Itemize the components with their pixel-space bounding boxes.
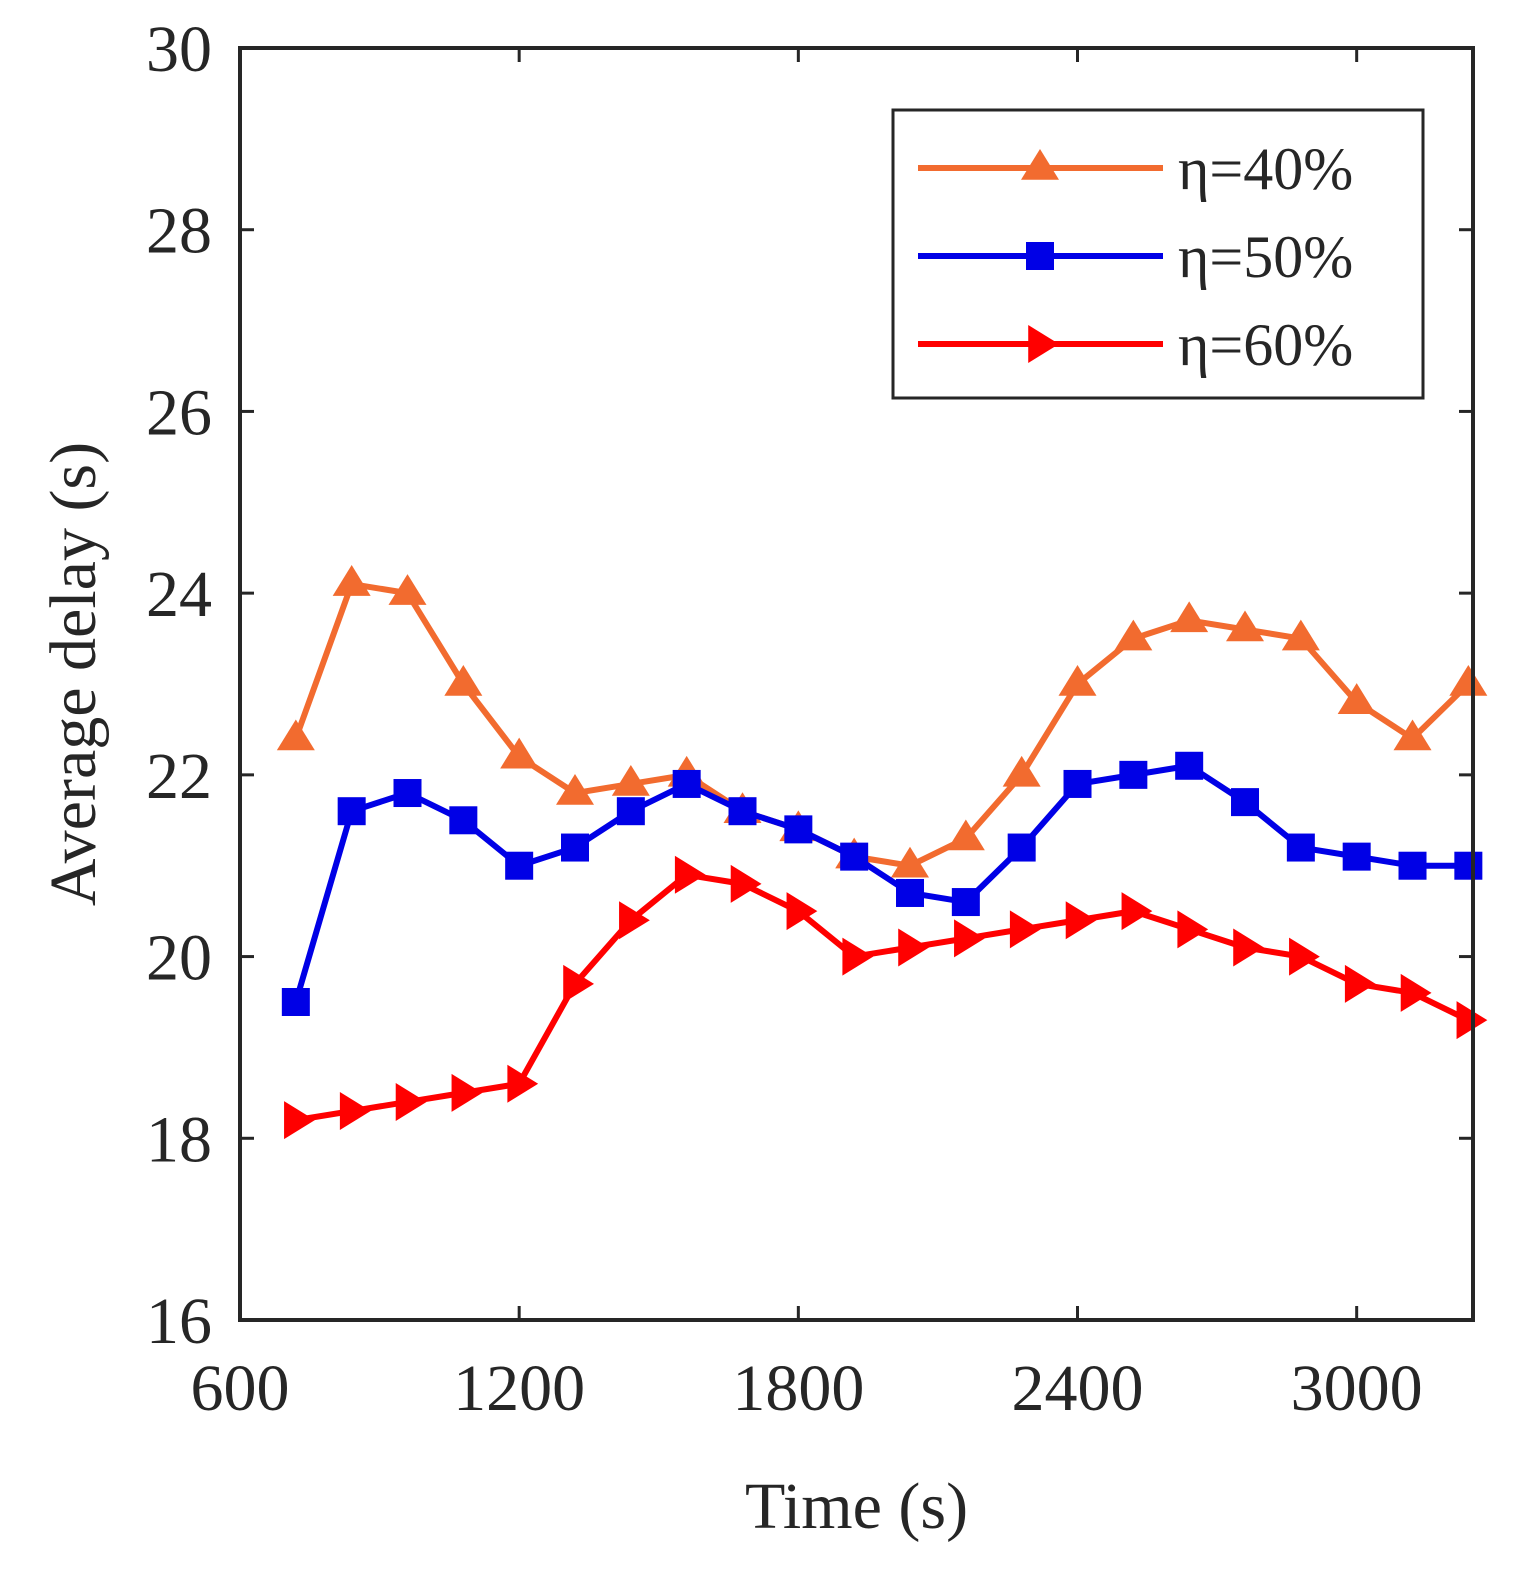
data-point [337, 797, 366, 826]
data-point [1175, 751, 1204, 780]
legend-item: η=50% [918, 224, 1353, 290]
data-point [1121, 892, 1153, 931]
legend-label: η=50% [1178, 224, 1353, 290]
data-point [281, 988, 310, 1016]
data-point [898, 928, 930, 967]
x-tick-label: 3000 [1291, 1352, 1423, 1425]
data-point [946, 819, 985, 851]
data-point [1009, 910, 1041, 949]
data-point [276, 719, 315, 751]
y-tick-label: 24 [146, 558, 212, 631]
y-axis-title: Average delay (s) [37, 442, 110, 906]
series-line [292, 762, 1469, 1003]
data-point [1449, 665, 1488, 696]
data-point [500, 737, 539, 769]
data-point [451, 1073, 483, 1112]
data-point [730, 864, 762, 903]
data-point [619, 901, 650, 940]
data-point [556, 774, 595, 805]
data-point [786, 892, 818, 931]
axes-frame [238, 46, 1475, 1322]
data-point [674, 855, 706, 894]
data-point [1226, 610, 1265, 642]
y-tick-label: 30 [146, 13, 212, 86]
data-point [1119, 760, 1148, 789]
axis-ticks: 600 1200 1800 2400 3000 16 18 20 22 24 26 28 30 [146, 13, 1473, 1425]
y-tick-label: 22 [146, 740, 212, 813]
y-tick-label: 20 [146, 922, 212, 995]
data-point [1454, 851, 1483, 880]
legend: η=40% η=50% η=60% [891, 108, 1425, 400]
series-2 [281, 751, 1483, 1016]
legend-label: η=60% [1178, 312, 1353, 378]
data-point [284, 1101, 315, 1140]
data-point [1342, 842, 1371, 871]
data-point [444, 665, 483, 696]
data-point [1286, 833, 1315, 862]
data-point [728, 797, 757, 826]
data-point [616, 797, 645, 826]
legend-label: η=40% [1178, 136, 1353, 202]
series-3 [284, 855, 1488, 1140]
y-tick-label: 26 [146, 376, 212, 449]
data-point [1289, 937, 1320, 976]
data-point [1065, 901, 1097, 940]
data-point [1231, 788, 1260, 817]
data-point [1393, 719, 1432, 751]
data-point [1058, 665, 1097, 696]
data-point [1170, 601, 1209, 633]
data-point [395, 1082, 427, 1121]
data-point [1398, 851, 1427, 880]
x-axis-title: Time (s) [745, 1470, 968, 1543]
data-point [1337, 683, 1376, 714]
x-tick-label: 2400 [1012, 1352, 1144, 1425]
data-point [388, 574, 427, 605]
x-tick-label: 1800 [732, 1352, 864, 1425]
legend-marker [1021, 149, 1059, 180]
series-line [295, 871, 1470, 1124]
data-point [1177, 910, 1209, 949]
data-point [896, 878, 925, 907]
data-point [1063, 769, 1092, 798]
data-point [563, 964, 595, 1003]
legend-marker [1028, 325, 1059, 363]
plot-marks [276, 565, 1488, 1140]
data-point [1281, 619, 1320, 651]
data-point [1007, 833, 1036, 862]
data-point [784, 815, 813, 844]
x-tick-label: 600 [191, 1352, 290, 1425]
data-point [891, 846, 930, 878]
data-point [339, 1092, 371, 1131]
y-tick-label: 16 [146, 1285, 212, 1358]
data-point [449, 806, 478, 835]
y-tick-label: 18 [146, 1103, 212, 1176]
x-tick-label: 1200 [453, 1352, 585, 1425]
data-point [842, 937, 874, 976]
data-point [1114, 619, 1153, 651]
legend-item: η=60% [918, 312, 1353, 378]
data-point [505, 851, 534, 880]
legend-item: η=40% [918, 136, 1353, 202]
data-point [1344, 964, 1376, 1003]
data-point [840, 842, 869, 871]
legend-marker [1026, 242, 1054, 270]
series-line [293, 581, 1471, 869]
data-point [393, 779, 422, 808]
data-point [332, 565, 371, 596]
data-point [561, 833, 590, 862]
data-point [1233, 928, 1265, 967]
y-tick-label: 28 [146, 195, 212, 268]
data-point [611, 764, 650, 796]
data-point [1002, 755, 1041, 787]
data-point [507, 1064, 539, 1103]
data-point [672, 769, 701, 798]
data-point [954, 919, 985, 958]
data-point [1400, 973, 1432, 1012]
data-point [951, 888, 980, 917]
